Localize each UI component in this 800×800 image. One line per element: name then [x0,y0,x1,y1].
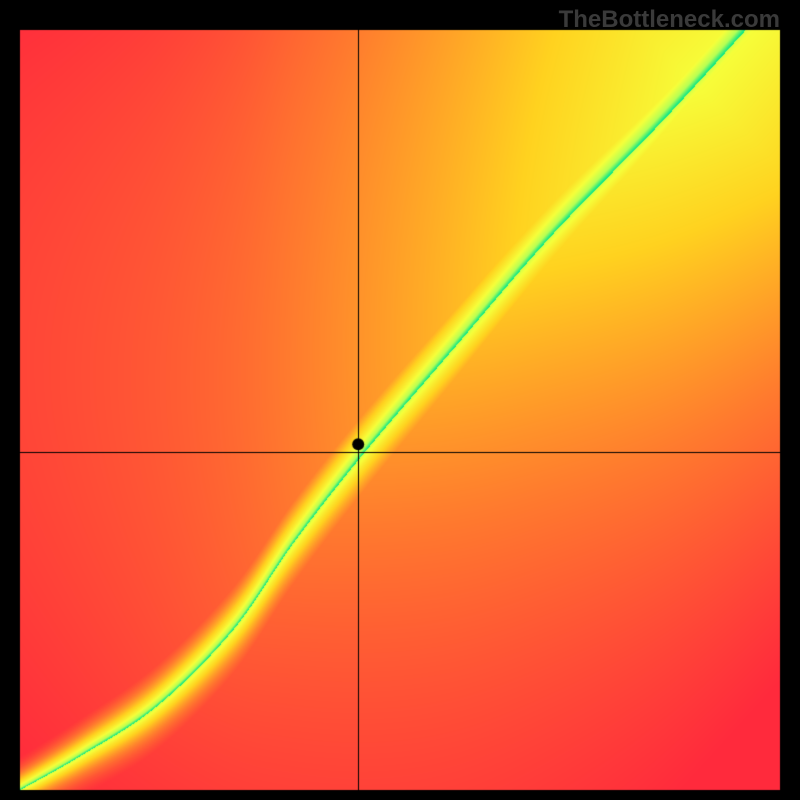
chart-container: { "watermark": { "text": "TheBottleneck.… [0,0,800,800]
watermark-text: TheBottleneck.com [559,6,780,34]
bottleneck-heatmap [0,0,800,800]
